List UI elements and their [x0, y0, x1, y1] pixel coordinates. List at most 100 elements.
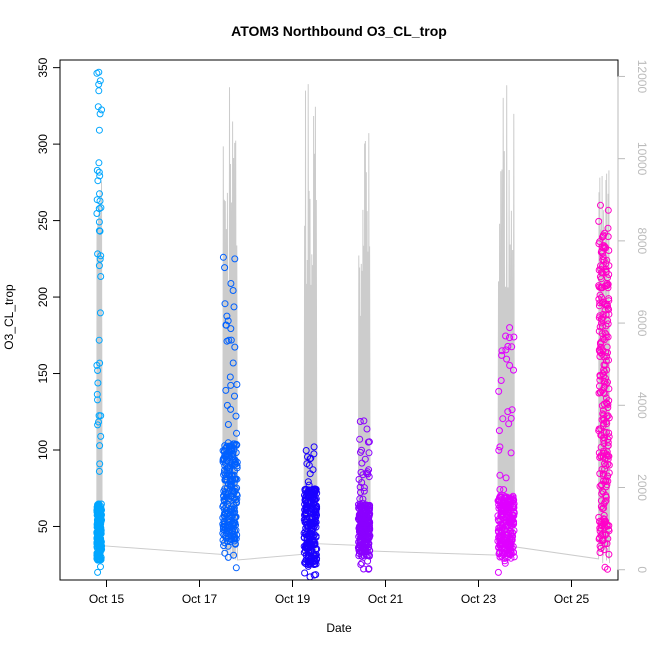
- data-point: [96, 190, 103, 198]
- data-point: [233, 492, 241, 499]
- data-point: [221, 264, 229, 272]
- data-point: [597, 531, 605, 539]
- data-point: [96, 359, 104, 367]
- data-point: [604, 477, 612, 485]
- data-point: [231, 540, 239, 548]
- y-tick-label: 100: [36, 440, 50, 460]
- data-point: [596, 454, 604, 461]
- data-point: [495, 504, 503, 512]
- data-point: [356, 495, 364, 503]
- data-point: [498, 552, 506, 560]
- data-point: [222, 534, 230, 542]
- data-point: [219, 503, 227, 511]
- data-point: [229, 521, 237, 528]
- data-point: [502, 474, 510, 482]
- data-point: [604, 472, 612, 480]
- data-point: [364, 517, 372, 525]
- data-point: [97, 563, 104, 571]
- data-point: [221, 485, 229, 493]
- data-point: [361, 455, 369, 463]
- data-point: [227, 280, 235, 287]
- data-point: [358, 530, 365, 538]
- data-point: [358, 521, 366, 529]
- data-point: [599, 231, 607, 239]
- data-point: [363, 425, 371, 433]
- data-point: [495, 427, 503, 435]
- data-point: [94, 177, 102, 185]
- data-point: [230, 456, 238, 464]
- data-point: [311, 515, 319, 523]
- data-point: [502, 332, 510, 340]
- data-point: [499, 511, 507, 519]
- chart-title: ATOM3 Northbound O3_CL_trop: [231, 23, 447, 39]
- data-point: [360, 417, 368, 425]
- data-point: [600, 515, 608, 523]
- data-point: [596, 524, 604, 532]
- data-point: [96, 77, 104, 85]
- data-point: [510, 333, 518, 341]
- data-point: [232, 440, 240, 448]
- data-point: [598, 465, 606, 473]
- data-point: [95, 504, 103, 512]
- data-point: [95, 159, 103, 167]
- data-point: [601, 563, 609, 571]
- data-point: [602, 418, 610, 426]
- data-point: [494, 527, 502, 535]
- data-point: [94, 515, 102, 522]
- data-point: [223, 401, 231, 409]
- data-point: [365, 506, 372, 514]
- data-point: [362, 539, 369, 547]
- data-point: [596, 291, 604, 299]
- data-point: [230, 551, 238, 559]
- data-point: [500, 486, 508, 494]
- data-point: [605, 525, 612, 533]
- data-point: [604, 281, 611, 289]
- data-point: [96, 197, 104, 205]
- data-point: [227, 325, 235, 333]
- data-point: [93, 390, 101, 398]
- data-point: [96, 110, 104, 118]
- data-point: [605, 550, 613, 558]
- data-point: [311, 531, 318, 539]
- data-point: [361, 543, 369, 551]
- data-point: [95, 418, 102, 426]
- data-point: [495, 387, 503, 395]
- data-point: [231, 343, 239, 351]
- data-point: [224, 421, 232, 428]
- data-point: [223, 337, 231, 345]
- data-point: [230, 303, 238, 311]
- data-point: [219, 253, 227, 261]
- data-point: [231, 458, 239, 466]
- data-point: [506, 334, 513, 342]
- y-tick-label: 300: [36, 134, 50, 154]
- data-point: [601, 531, 609, 539]
- data-point: [97, 273, 105, 280]
- data-point: [96, 460, 104, 468]
- data-point: [228, 505, 236, 513]
- data-point: [507, 551, 515, 559]
- data-point: [221, 549, 229, 557]
- right-y-tick-label: 8000: [635, 228, 649, 255]
- data-point: [305, 547, 313, 555]
- data-point: [220, 542, 228, 550]
- data-point: [600, 256, 608, 264]
- data-point: [604, 284, 612, 292]
- data-point: [94, 506, 102, 514]
- data-point: [603, 353, 611, 360]
- data-point: [98, 106, 106, 114]
- series-flight-5: [494, 324, 518, 576]
- right-y-tick-label: 12000: [635, 60, 649, 94]
- y-tick-label: 200: [36, 287, 50, 307]
- data-point: [595, 389, 603, 397]
- data-point: [93, 529, 101, 537]
- data-point: [360, 487, 368, 495]
- data-point: [96, 523, 104, 531]
- data-point: [600, 300, 608, 308]
- right-y-tick-label: 2000: [635, 474, 649, 501]
- data-point: [604, 206, 612, 214]
- data-point: [602, 493, 610, 501]
- data-point: [222, 321, 230, 329]
- data-point: [220, 496, 228, 504]
- data-point: [312, 532, 320, 540]
